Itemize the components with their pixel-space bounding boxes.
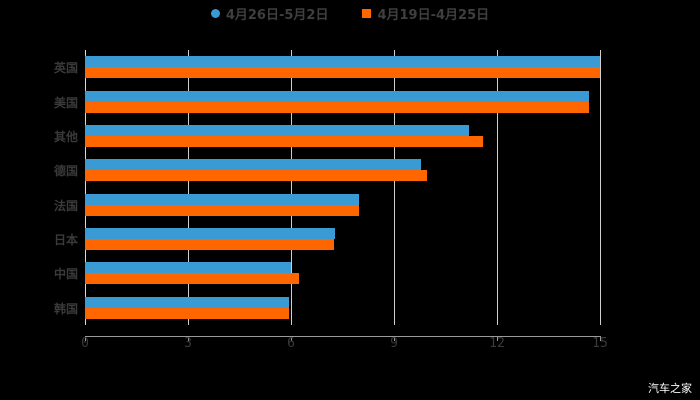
x-tick-label: 3 bbox=[184, 336, 192, 351]
bar-series-2[interactable] bbox=[85, 239, 334, 250]
y-category-label: 日本 bbox=[53, 233, 78, 247]
bar-series-1[interactable] bbox=[85, 297, 289, 308]
legend-item-series-1[interactable]: 4月26日-5月2日 bbox=[210, 4, 329, 23]
plot-area bbox=[85, 50, 601, 325]
x-tick-label: 6 bbox=[287, 336, 295, 351]
bar-series-2[interactable] bbox=[85, 67, 600, 78]
watermark: 汽车之家 bbox=[648, 382, 692, 395]
x-tick bbox=[291, 336, 292, 341]
x-tick bbox=[497, 336, 498, 341]
bar-series-2[interactable] bbox=[85, 308, 289, 319]
y-category-label: 德国 bbox=[53, 164, 78, 178]
bar-series-1[interactable] bbox=[85, 262, 291, 273]
chart-legend: 4月26日-5月2日 4月19日-4月25日 bbox=[0, 4, 700, 23]
gridline bbox=[188, 50, 189, 325]
bar-series-1[interactable] bbox=[85, 159, 422, 170]
bar-series-1[interactable] bbox=[85, 125, 470, 136]
legend-label: 4月26日-5月2日 bbox=[225, 8, 329, 23]
legend-marker-square bbox=[362, 9, 372, 18]
gridline bbox=[291, 50, 292, 325]
x-tick-label: 9 bbox=[390, 336, 398, 351]
y-category-label: 法国 bbox=[53, 199, 78, 213]
gridline bbox=[497, 50, 498, 325]
y-axis-line bbox=[85, 50, 86, 325]
legend-item-series-2[interactable]: 4月19日-4月25日 bbox=[362, 4, 489, 23]
y-category-label: 其他 bbox=[53, 130, 78, 144]
bar-series-2[interactable] bbox=[85, 205, 359, 216]
y-category-label: 韩国 bbox=[53, 302, 78, 316]
bar-series-2[interactable] bbox=[85, 136, 484, 147]
gridline bbox=[600, 50, 601, 325]
bar-series-1[interactable] bbox=[85, 228, 335, 239]
x-tick-label: 12 bbox=[489, 336, 505, 351]
bar-series-1[interactable] bbox=[85, 91, 589, 102]
x-axis-line bbox=[85, 336, 600, 337]
x-tick-label: 15 bbox=[592, 336, 608, 351]
gridline bbox=[394, 50, 395, 325]
y-category-label: 美国 bbox=[53, 96, 78, 110]
x-tick bbox=[188, 336, 189, 341]
x-tick bbox=[394, 336, 395, 341]
bar-series-1[interactable] bbox=[85, 56, 600, 67]
x-tick bbox=[85, 336, 86, 341]
y-category-label: 英国 bbox=[53, 61, 78, 75]
bar-series-1[interactable] bbox=[85, 194, 359, 205]
x-tick-label: 0 bbox=[81, 336, 89, 351]
legend-marker-circle bbox=[210, 9, 220, 18]
bar-series-2[interactable] bbox=[85, 170, 427, 181]
x-tick bbox=[600, 336, 601, 341]
legend-label: 4月19日-4月25日 bbox=[377, 8, 490, 23]
bar-series-2[interactable] bbox=[85, 273, 299, 284]
y-category-label: 中国 bbox=[53, 267, 78, 281]
bar-series-2[interactable] bbox=[85, 102, 589, 113]
